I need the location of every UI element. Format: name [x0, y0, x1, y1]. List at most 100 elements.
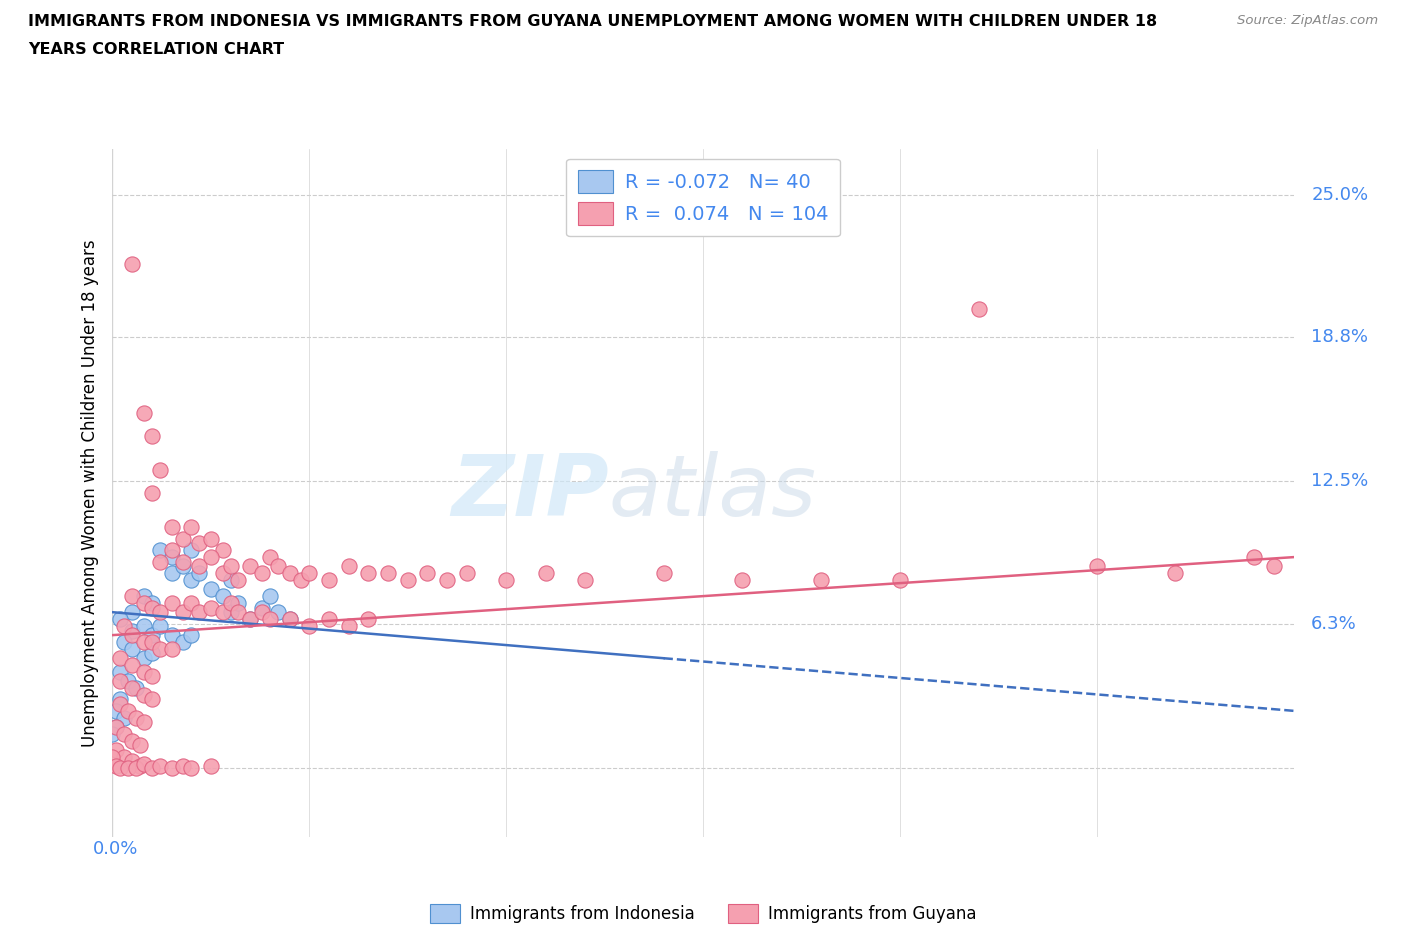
Point — [121, 589, 143, 604]
Point — [211, 589, 233, 604]
Point — [172, 604, 194, 619]
Point — [112, 750, 135, 764]
Point — [495, 573, 517, 588]
Text: 6.3%: 6.3% — [1312, 615, 1357, 632]
Point — [1164, 565, 1187, 580]
Point — [125, 681, 148, 696]
Point — [132, 756, 155, 771]
Point — [141, 761, 163, 776]
Point — [219, 604, 242, 619]
Point — [121, 623, 143, 638]
Point — [396, 573, 419, 588]
Point — [160, 550, 183, 565]
Point — [239, 612, 262, 627]
Point — [250, 604, 273, 619]
Point — [149, 759, 172, 774]
Point — [160, 543, 183, 558]
Point — [132, 715, 155, 730]
Point — [228, 595, 250, 610]
Point — [125, 711, 148, 725]
Point — [149, 554, 172, 569]
Point — [172, 759, 194, 774]
Point — [132, 595, 155, 610]
Point — [112, 726, 135, 741]
Point — [298, 618, 321, 633]
Point — [731, 573, 754, 588]
Point — [180, 573, 202, 588]
Point — [160, 565, 183, 580]
Point — [160, 761, 183, 776]
Point — [149, 618, 172, 633]
Point — [112, 711, 135, 725]
Point — [141, 428, 163, 443]
Point — [200, 600, 222, 615]
Text: 12.5%: 12.5% — [1312, 472, 1368, 490]
Point — [180, 595, 202, 610]
Point — [172, 554, 194, 569]
Point — [318, 573, 340, 588]
Point — [149, 604, 172, 619]
Point — [121, 681, 143, 696]
Point — [110, 697, 132, 711]
Point — [132, 589, 155, 604]
Point — [377, 565, 399, 580]
Point — [110, 692, 132, 707]
Point — [141, 595, 163, 610]
Point — [267, 559, 290, 574]
Point — [889, 573, 911, 588]
Legend: Immigrants from Indonesia, Immigrants from Guyana: Immigrants from Indonesia, Immigrants fr… — [423, 897, 983, 929]
Point — [239, 612, 262, 627]
Point — [337, 618, 360, 633]
Point — [211, 565, 233, 580]
Point — [172, 634, 194, 649]
Point — [200, 531, 222, 546]
Point — [574, 573, 596, 588]
Point — [117, 703, 139, 718]
Point — [121, 658, 143, 672]
Point — [132, 664, 155, 679]
Text: ZIP: ZIP — [451, 451, 609, 535]
Point — [110, 612, 132, 627]
Point — [149, 462, 172, 477]
Point — [110, 651, 132, 666]
Point — [259, 550, 281, 565]
Point — [160, 520, 183, 535]
Point — [416, 565, 439, 580]
Point — [250, 600, 273, 615]
Point — [1085, 559, 1108, 574]
Point — [105, 720, 128, 735]
Point — [211, 604, 233, 619]
Point — [160, 628, 183, 643]
Point — [188, 604, 211, 619]
Point — [200, 582, 222, 597]
Point — [121, 642, 143, 657]
Y-axis label: Unemployment Among Women with Children Under 18 years: Unemployment Among Women with Children U… — [80, 239, 98, 747]
Point — [160, 595, 183, 610]
Point — [200, 550, 222, 565]
Text: IMMIGRANTS FROM INDONESIA VS IMMIGRANTS FROM GUYANA UNEMPLOYMENT AMONG WOMEN WIT: IMMIGRANTS FROM INDONESIA VS IMMIGRANTS … — [28, 14, 1157, 29]
Point — [129, 759, 152, 774]
Point — [810, 573, 832, 588]
Point — [278, 612, 301, 627]
Point — [141, 485, 163, 500]
Point — [250, 565, 273, 580]
Point — [180, 520, 202, 535]
Point — [101, 750, 124, 764]
Point — [219, 595, 242, 610]
Point — [967, 302, 990, 317]
Point — [278, 612, 301, 627]
Point — [188, 559, 211, 574]
Point — [172, 531, 194, 546]
Point — [149, 642, 172, 657]
Point — [188, 536, 211, 551]
Point — [112, 618, 135, 633]
Text: 25.0%: 25.0% — [1312, 186, 1368, 204]
Point — [132, 618, 155, 633]
Point — [436, 573, 458, 588]
Point — [112, 634, 135, 649]
Point — [129, 737, 152, 752]
Point — [188, 565, 211, 580]
Point — [117, 761, 139, 776]
Point — [141, 692, 163, 707]
Point — [318, 612, 340, 627]
